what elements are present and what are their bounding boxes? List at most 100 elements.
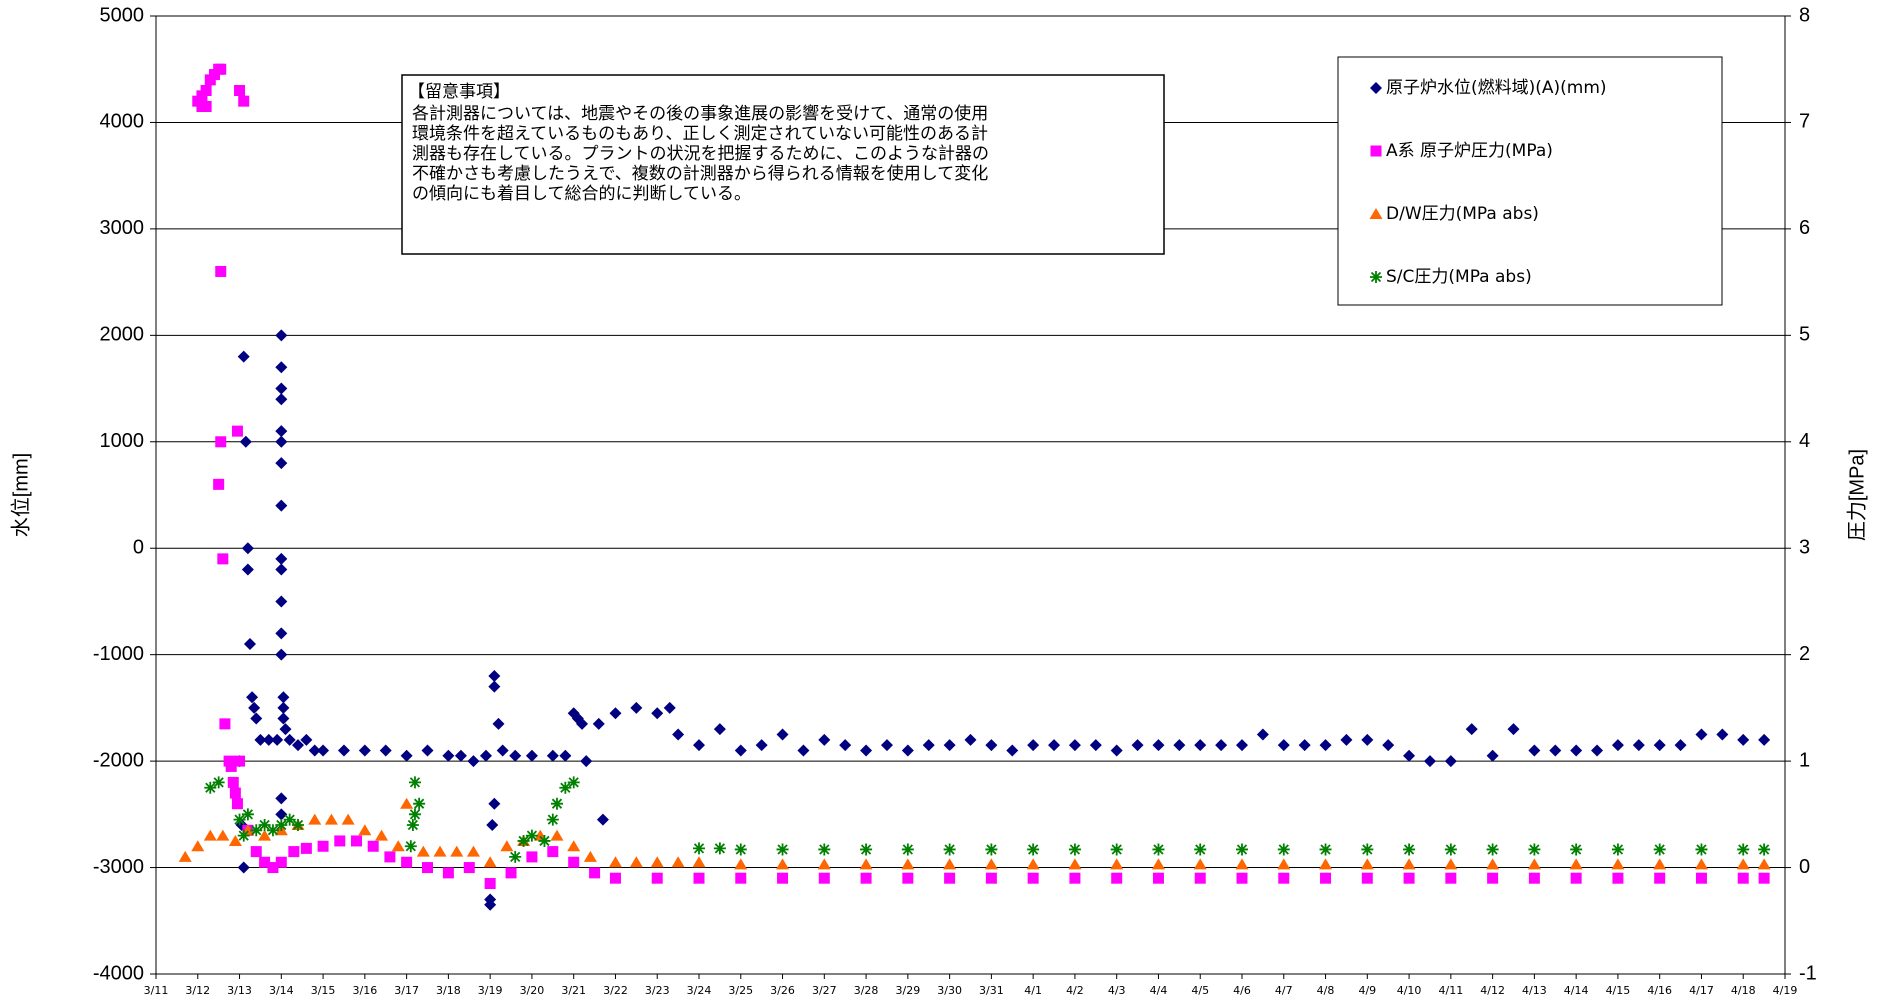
point bbox=[505, 867, 517, 879]
point bbox=[200, 100, 212, 112]
point bbox=[1653, 739, 1666, 752]
point bbox=[693, 842, 705, 855]
note-box bbox=[401, 74, 1165, 255]
point bbox=[984, 858, 998, 870]
point bbox=[1403, 843, 1416, 856]
point bbox=[525, 829, 538, 842]
y2-tick-label: -1 bbox=[1799, 962, 1817, 984]
point bbox=[277, 701, 290, 714]
point bbox=[1528, 872, 1540, 884]
x-tick-label: 3/24 bbox=[687, 984, 712, 997]
point bbox=[1444, 858, 1458, 870]
point bbox=[525, 749, 538, 762]
x-tick-label: 3/15 bbox=[311, 984, 336, 997]
point bbox=[1320, 872, 1332, 884]
point bbox=[258, 829, 272, 841]
point bbox=[231, 798, 243, 810]
point bbox=[275, 552, 288, 565]
x-tick-label: 3/25 bbox=[728, 984, 753, 997]
point bbox=[275, 648, 288, 661]
point bbox=[488, 669, 501, 682]
point bbox=[275, 435, 288, 448]
point bbox=[203, 829, 217, 841]
point bbox=[300, 842, 312, 854]
point bbox=[1445, 872, 1457, 884]
point bbox=[404, 840, 417, 853]
point bbox=[583, 850, 597, 862]
point bbox=[608, 856, 622, 868]
point bbox=[550, 829, 564, 841]
y2-tick-label: 6 bbox=[1799, 217, 1810, 239]
legend-label: S/C圧力(MPa abs) bbox=[1386, 267, 1532, 287]
point bbox=[1173, 739, 1186, 752]
y-tick-label: -1000 bbox=[93, 643, 144, 665]
point bbox=[629, 856, 643, 868]
x-tick-label: 3/13 bbox=[227, 984, 252, 997]
point bbox=[1403, 749, 1416, 762]
x-tick-label: 4/19 bbox=[1773, 984, 1798, 997]
note-line: 各計測器については、地震やその後の事象進展の影響を受けて、通常の使用 bbox=[412, 103, 988, 124]
point bbox=[367, 840, 379, 852]
point bbox=[237, 829, 250, 842]
point bbox=[1612, 872, 1624, 884]
point bbox=[533, 829, 547, 841]
point bbox=[944, 872, 956, 884]
point bbox=[200, 85, 212, 97]
point bbox=[1319, 858, 1333, 870]
point bbox=[488, 680, 501, 693]
point bbox=[985, 872, 997, 884]
point bbox=[479, 749, 492, 762]
x-tick-label: 4/16 bbox=[1647, 984, 1672, 997]
legend-marker bbox=[1370, 271, 1382, 283]
point bbox=[483, 856, 497, 868]
point bbox=[547, 846, 559, 858]
point bbox=[1549, 744, 1562, 757]
note-line: 測器も存在している。プラントの状況を把握するために、このような計器の bbox=[412, 144, 989, 164]
point bbox=[1611, 858, 1625, 870]
x-tick-label: 4/17 bbox=[1689, 984, 1714, 997]
point bbox=[1068, 739, 1081, 752]
point bbox=[651, 872, 663, 884]
point bbox=[526, 851, 538, 863]
note-line: 環境条件を超えているものもあり、正しく測定されていない可能性のある計 bbox=[412, 124, 988, 144]
point bbox=[1444, 755, 1457, 768]
x-tick-label: 4/10 bbox=[1397, 984, 1422, 997]
point bbox=[275, 361, 288, 374]
point bbox=[1695, 728, 1708, 741]
point bbox=[663, 701, 676, 714]
point bbox=[334, 835, 346, 847]
point bbox=[292, 818, 305, 831]
point bbox=[259, 856, 271, 868]
point bbox=[776, 728, 789, 741]
point bbox=[713, 842, 726, 855]
point bbox=[609, 872, 621, 884]
point bbox=[1570, 843, 1583, 856]
point bbox=[231, 425, 243, 437]
legend-label: A系 原子炉圧力(MPa) bbox=[1386, 141, 1553, 161]
point bbox=[254, 733, 267, 746]
point bbox=[755, 739, 768, 752]
x-tick-label: 4/3 bbox=[1108, 984, 1126, 997]
point bbox=[1236, 872, 1248, 884]
point bbox=[517, 834, 530, 847]
point bbox=[1758, 872, 1770, 884]
point bbox=[413, 797, 426, 810]
x-tick-label: 4/6 bbox=[1233, 984, 1251, 997]
point bbox=[1694, 858, 1708, 870]
x-tick-label: 4/2 bbox=[1066, 984, 1084, 997]
point bbox=[1193, 858, 1207, 870]
point bbox=[215, 265, 227, 277]
point bbox=[237, 861, 250, 874]
point bbox=[592, 717, 605, 730]
point bbox=[559, 749, 572, 762]
point bbox=[500, 840, 514, 852]
point bbox=[433, 845, 447, 857]
point bbox=[818, 733, 831, 746]
point bbox=[215, 436, 227, 448]
point bbox=[589, 867, 601, 879]
point bbox=[275, 457, 288, 470]
point bbox=[496, 744, 509, 757]
point bbox=[550, 797, 563, 810]
point bbox=[568, 856, 580, 868]
point bbox=[215, 63, 227, 75]
